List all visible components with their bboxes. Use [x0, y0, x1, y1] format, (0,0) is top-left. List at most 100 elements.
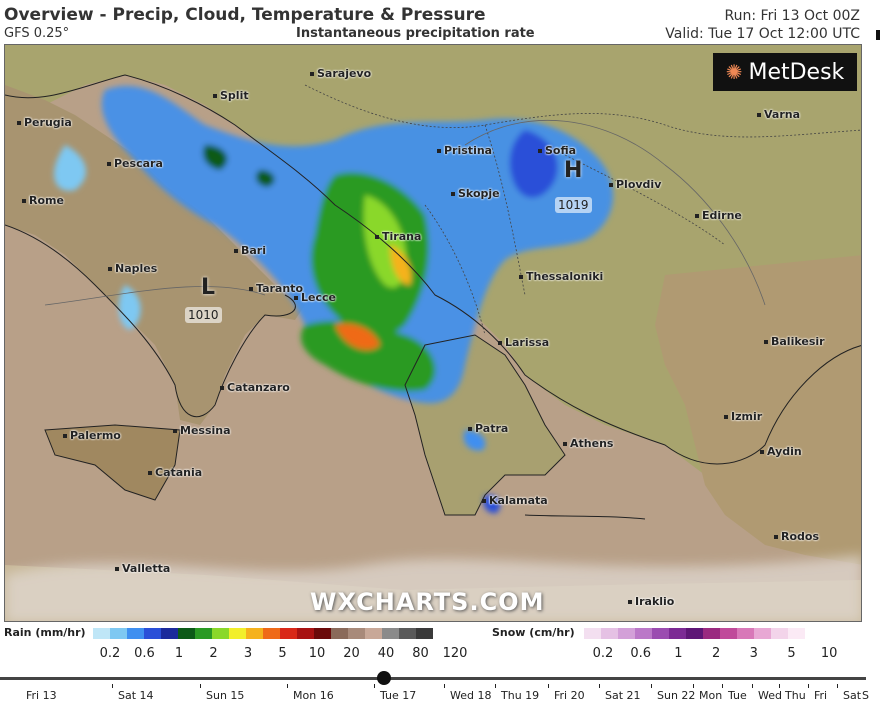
timeline-day-label[interactable]: Mon 16: [293, 689, 334, 702]
timeline-day-label[interactable]: Sun 15: [206, 689, 245, 702]
legend-swatch: [618, 628, 635, 639]
timeline-tick: [495, 684, 496, 688]
legend-tick-label: 120: [442, 646, 468, 661]
legend-swatch: [737, 628, 754, 639]
timeline-day-label[interactable]: Thu: [785, 689, 806, 702]
city-label: Catanzaro: [220, 381, 290, 394]
timeline-day-label[interactable]: Sat 14: [118, 689, 154, 702]
city-label: Messina: [173, 424, 231, 437]
city-label: Skopje: [451, 187, 500, 200]
metdesk-logo-text: MetDesk: [748, 59, 845, 85]
legend-swatch: [416, 628, 433, 639]
city-label: Taranto: [249, 282, 303, 295]
city-label: Sofia: [538, 144, 576, 157]
city-label: Sarajevo: [310, 67, 371, 80]
timeline-day-label[interactable]: Fri 13: [26, 689, 57, 702]
legend-swatch: [246, 628, 263, 639]
city-label: Palermo: [63, 429, 121, 442]
rain-color-scale: [93, 628, 433, 639]
timeline-day-label[interactable]: Tue 17: [380, 689, 417, 702]
city-label: Rodos: [774, 530, 819, 543]
snow-legend-label: Snow (cm/hr): [492, 626, 575, 639]
legend-swatch: [110, 628, 127, 639]
map-canvas: [5, 45, 861, 621]
timeline-tick: [287, 684, 288, 688]
metdesk-star-icon: ✺: [725, 60, 743, 84]
precipitation-layer: [54, 85, 614, 514]
legend-tick-label: 3: [749, 646, 758, 661]
legend-tick-label: 1: [174, 646, 184, 661]
legend-swatch: [771, 628, 788, 639]
timeline-tick: [779, 684, 780, 688]
timeline-day-label[interactable]: Fri 20: [554, 689, 585, 702]
coastlines: [5, 74, 861, 520]
city-label: Valletta: [115, 562, 170, 575]
city-label: Tirana: [375, 230, 421, 243]
timeline-handle[interactable]: [377, 671, 391, 685]
legend-tick-label: 10: [308, 646, 326, 661]
timeline-tick: [112, 684, 113, 688]
timeline-tick: [722, 684, 723, 688]
legend-swatch: [584, 628, 601, 639]
city-label: Split: [213, 89, 249, 102]
legend-swatch: [788, 628, 805, 639]
city-label: Balikesir: [764, 335, 825, 348]
legend-swatch: [805, 628, 822, 639]
metdesk-logo: ✺ MetDesk: [713, 53, 857, 91]
high-pressure-marker: H: [564, 158, 583, 183]
legend-tick-label: 10: [820, 646, 838, 661]
timeline-day-label[interactable]: Sun 22: [657, 689, 696, 702]
legend-swatch: [331, 628, 348, 639]
legend-swatch: [161, 628, 178, 639]
legend-tick-label: 20: [343, 646, 360, 661]
legend-tick-label: 0.2: [99, 646, 121, 661]
valid-time: Valid: Tue 17 Oct 12:00 UTC: [665, 26, 860, 42]
legend-swatch: [297, 628, 314, 639]
watermark: WXCHARTS.COM: [310, 588, 545, 616]
timeline-tick: [808, 684, 809, 688]
legend-tick-label: 0.6: [134, 646, 155, 661]
city-label: Patra: [468, 422, 508, 435]
legend-tick-label: 2: [209, 646, 218, 661]
edge-tab: [876, 30, 880, 40]
timeline-day-label[interactable]: Thu 19: [501, 689, 540, 702]
timeline-day-label[interactable]: Tue: [728, 689, 747, 702]
timeline-day-label[interactable]: S: [862, 689, 869, 702]
legend-swatch: [703, 628, 720, 639]
city-label: Pescara: [107, 157, 163, 170]
timeline-tick: [693, 684, 694, 688]
legend-swatch: [229, 628, 246, 639]
city-label: Thessaloniki: [519, 270, 603, 283]
legend-swatch: [212, 628, 229, 639]
timeline-tick: [651, 684, 652, 688]
timeline-day-label[interactable]: Fri: [814, 689, 828, 702]
timeline-day-label[interactable]: Sat 21: [605, 689, 641, 702]
snow-color-scale: [584, 628, 822, 639]
timeline-day-label[interactable]: Mon: [699, 689, 723, 702]
legend-tick-label: 40: [377, 646, 395, 661]
timeline-track[interactable]: [0, 677, 866, 680]
legend-swatch: [365, 628, 382, 639]
chart-subtitle: Instantaneous precipitation rate: [296, 26, 535, 41]
legend-tick-label: 80: [412, 646, 429, 661]
timeline-day-label[interactable]: Wed 18: [450, 689, 492, 702]
legend-tick-label: 3: [243, 646, 253, 661]
timeline-tick: [752, 684, 753, 688]
timeline-tick: [444, 684, 445, 688]
city-label: Plovdiv: [609, 178, 661, 191]
legend-swatch: [754, 628, 771, 639]
legend-tick-label: 1: [674, 646, 683, 661]
city-label: Naples: [108, 262, 157, 275]
legend-swatch: [178, 628, 195, 639]
timeline-tick: [837, 684, 838, 688]
model-label: GFS 0.25°: [4, 26, 70, 41]
weather-map[interactable]: Sarajevo Split Perugia Pescara Rome Bari…: [4, 44, 862, 622]
timeline-day-label[interactable]: Wed: [758, 689, 782, 702]
legend-swatch: [382, 628, 399, 639]
city-label: Pristina: [437, 144, 492, 157]
city-label: Larissa: [498, 336, 549, 349]
legend-swatch: [601, 628, 618, 639]
low-pressure-value: 1010: [185, 307, 222, 323]
timeline-day-label[interactable]: Sat: [843, 689, 862, 702]
isobars: [44, 119, 766, 306]
